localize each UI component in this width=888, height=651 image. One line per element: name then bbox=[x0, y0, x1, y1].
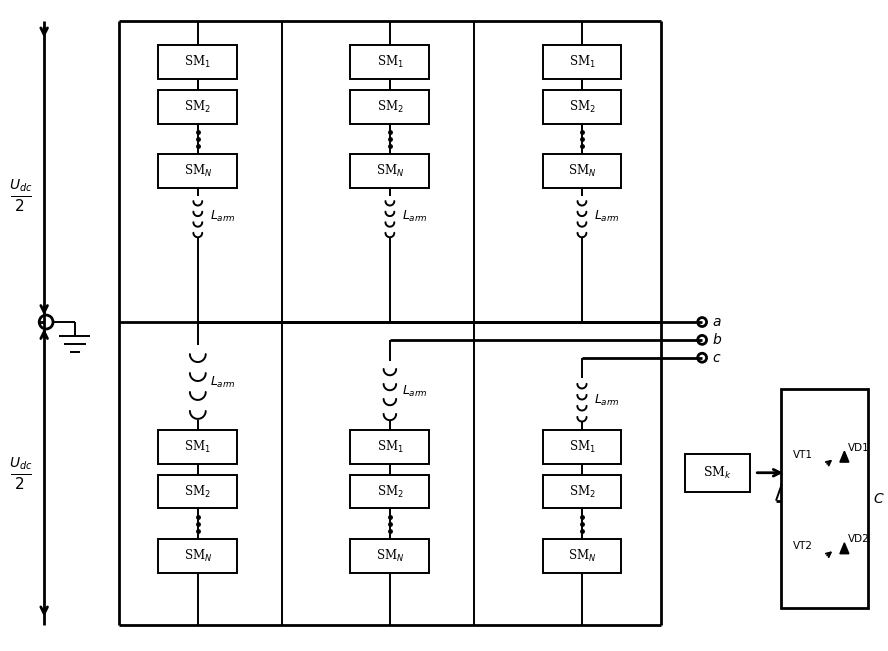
Text: SM$_1$: SM$_1$ bbox=[568, 439, 595, 455]
Text: SM$_N$: SM$_N$ bbox=[184, 548, 212, 564]
Bar bbox=[543, 90, 622, 124]
Text: $\it{b}$: $\it{b}$ bbox=[712, 333, 722, 348]
Text: $L_{arm}$: $L_{arm}$ bbox=[594, 393, 620, 408]
Bar bbox=[543, 475, 622, 508]
Text: SM$_1$: SM$_1$ bbox=[377, 439, 403, 455]
Text: SM$_2$: SM$_2$ bbox=[185, 484, 211, 499]
Bar bbox=[351, 90, 429, 124]
Bar bbox=[351, 154, 429, 188]
Text: $\it{c}$: $\it{c}$ bbox=[712, 351, 721, 365]
Bar bbox=[158, 430, 237, 464]
Text: SM$_N$: SM$_N$ bbox=[376, 163, 404, 180]
Text: SM$_N$: SM$_N$ bbox=[568, 548, 596, 564]
Text: VT2: VT2 bbox=[792, 542, 813, 551]
Bar bbox=[158, 90, 237, 124]
Text: $U_{dc}$: $U_{dc}$ bbox=[9, 456, 32, 472]
Bar bbox=[543, 539, 622, 573]
Text: SM$_1$: SM$_1$ bbox=[377, 54, 403, 70]
Text: $L_{arm}$: $L_{arm}$ bbox=[401, 384, 427, 399]
Polygon shape bbox=[840, 543, 849, 554]
Text: $\overline{\ 2\ }$: $\overline{\ 2\ }$ bbox=[10, 473, 31, 493]
Bar bbox=[158, 539, 237, 573]
Bar bbox=[158, 154, 237, 188]
Text: SM$_1$: SM$_1$ bbox=[185, 439, 211, 455]
Text: SM$_k$: SM$_k$ bbox=[703, 465, 733, 481]
Text: VD2: VD2 bbox=[848, 534, 870, 544]
Text: VT1: VT1 bbox=[792, 450, 813, 460]
Text: SM$_2$: SM$_2$ bbox=[568, 484, 595, 499]
Bar bbox=[543, 430, 622, 464]
Text: $\it{a}$: $\it{a}$ bbox=[712, 315, 722, 329]
Text: SM$_2$: SM$_2$ bbox=[185, 99, 211, 115]
Text: $U_{dc}$: $U_{dc}$ bbox=[9, 178, 32, 195]
Bar bbox=[351, 475, 429, 508]
Text: $\overline{\ 2\ }$: $\overline{\ 2\ }$ bbox=[10, 196, 31, 216]
Text: SM$_N$: SM$_N$ bbox=[184, 163, 212, 180]
Text: $L_{arm}$: $L_{arm}$ bbox=[210, 375, 235, 390]
Bar bbox=[158, 475, 237, 508]
Text: VD1: VD1 bbox=[848, 443, 870, 452]
Text: SM$_N$: SM$_N$ bbox=[376, 548, 404, 564]
Bar bbox=[351, 539, 429, 573]
Text: $L_{arm}$: $L_{arm}$ bbox=[594, 210, 620, 225]
Bar bbox=[543, 46, 622, 79]
Bar bbox=[351, 46, 429, 79]
Text: SM$_1$: SM$_1$ bbox=[185, 54, 211, 70]
Text: $L_{arm}$: $L_{arm}$ bbox=[210, 210, 235, 225]
Polygon shape bbox=[840, 451, 849, 462]
Text: $L_{arm}$: $L_{arm}$ bbox=[401, 210, 427, 225]
Text: SM$_1$: SM$_1$ bbox=[568, 54, 595, 70]
Text: SM$_2$: SM$_2$ bbox=[568, 99, 595, 115]
Text: SM$_2$: SM$_2$ bbox=[377, 99, 403, 115]
Bar bbox=[543, 154, 622, 188]
Text: SM$_2$: SM$_2$ bbox=[377, 484, 403, 499]
Bar bbox=[158, 46, 237, 79]
Bar bbox=[781, 389, 868, 607]
Text: SM$_N$: SM$_N$ bbox=[568, 163, 596, 180]
Bar bbox=[686, 454, 750, 492]
Bar bbox=[351, 430, 429, 464]
Text: $C$: $C$ bbox=[873, 492, 884, 506]
